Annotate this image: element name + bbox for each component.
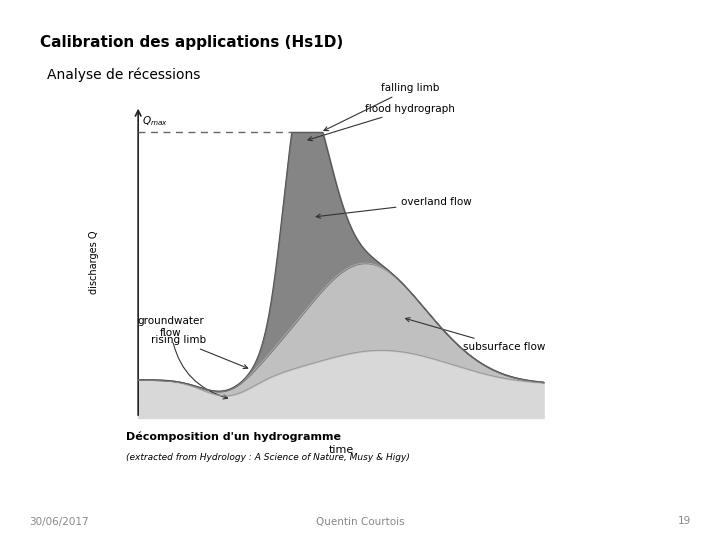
Text: rising limb: rising limb [151,335,248,369]
Text: groundwater
flow: groundwater flow [138,316,228,399]
Text: flood hydrograph: flood hydrograph [308,104,455,141]
Text: time: time [328,444,354,455]
Text: $Q_{max}$: $Q_{max}$ [143,114,168,128]
Text: 30/06/2017: 30/06/2017 [29,516,89,526]
Text: subsurface flow: subsurface flow [405,318,545,352]
Text: (extracted from Hydrology : A Science of Nature, Musy & Higy): (extracted from Hydrology : A Science of… [126,453,410,462]
Text: overland flow: overland flow [316,198,472,218]
Text: Calibration des applications (Hs1D): Calibration des applications (Hs1D) [40,35,343,50]
Text: discharges Q: discharges Q [89,230,99,294]
Text: Décomposition d'un hydrogramme: Décomposition d'un hydrogramme [126,432,341,442]
Text: Quentin Courtois: Quentin Courtois [315,516,405,526]
Text: falling limb: falling limb [324,83,439,131]
Text: Analyse de récessions: Analyse de récessions [47,68,200,82]
Text: 19: 19 [678,516,691,526]
